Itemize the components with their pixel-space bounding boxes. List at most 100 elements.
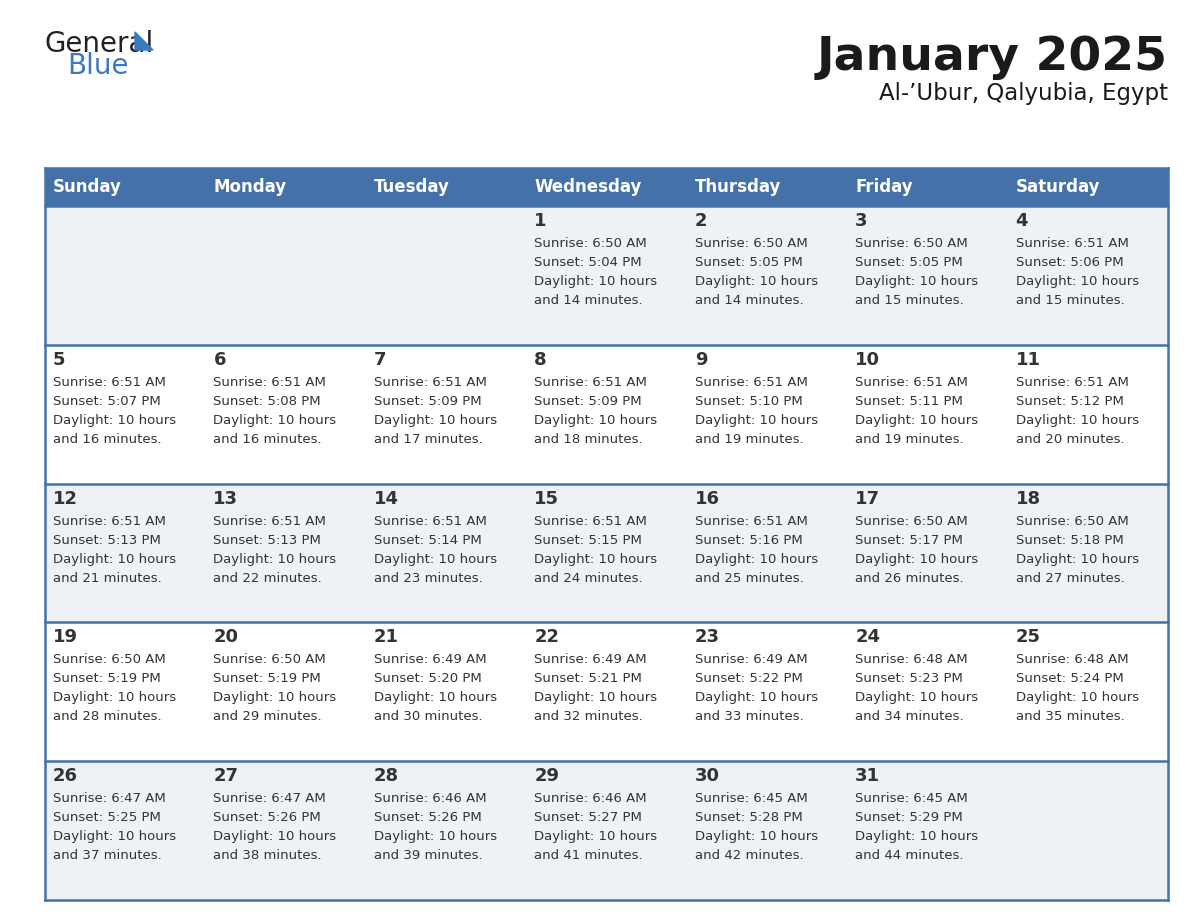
Text: Sunrise: 6:51 AM: Sunrise: 6:51 AM (695, 375, 808, 389)
Text: Daylight: 10 hours: Daylight: 10 hours (1016, 275, 1138, 288)
Text: and 16 minutes.: and 16 minutes. (53, 432, 162, 446)
Text: Sunset: 5:17 PM: Sunset: 5:17 PM (855, 533, 963, 546)
Text: 13: 13 (214, 489, 239, 508)
Bar (526, 168, 687, 206)
Text: Daylight: 10 hours: Daylight: 10 hours (374, 830, 497, 844)
Text: Sunrise: 6:46 AM: Sunrise: 6:46 AM (374, 792, 486, 805)
Bar (687, 206, 847, 345)
Bar (687, 761, 847, 900)
Text: 28: 28 (374, 767, 399, 785)
Text: 21: 21 (374, 629, 399, 646)
Text: Daylight: 10 hours: Daylight: 10 hours (695, 275, 817, 288)
Text: Sunset: 5:06 PM: Sunset: 5:06 PM (1016, 256, 1123, 269)
Text: 25: 25 (1016, 629, 1041, 646)
Text: Sunrise: 6:51 AM: Sunrise: 6:51 AM (1016, 375, 1129, 389)
Text: Sunset: 5:14 PM: Sunset: 5:14 PM (374, 533, 481, 546)
Text: 31: 31 (855, 767, 880, 785)
Bar (45, 761, 206, 900)
Text: and 42 minutes.: and 42 minutes. (695, 849, 803, 862)
Bar (847, 168, 1007, 206)
Text: Sunset: 5:22 PM: Sunset: 5:22 PM (695, 672, 803, 686)
Text: 1: 1 (535, 212, 546, 230)
Bar (45, 345, 206, 484)
Text: 17: 17 (855, 489, 880, 508)
Bar (847, 622, 1007, 761)
Text: Sunrise: 6:50 AM: Sunrise: 6:50 AM (214, 654, 327, 666)
Text: Sunset: 5:11 PM: Sunset: 5:11 PM (855, 395, 963, 408)
Bar (206, 168, 366, 206)
Bar (206, 622, 366, 761)
Bar (1007, 484, 1168, 622)
Text: 4: 4 (1016, 212, 1028, 230)
Text: Daylight: 10 hours: Daylight: 10 hours (1016, 553, 1138, 565)
Text: 29: 29 (535, 767, 560, 785)
Bar (366, 761, 526, 900)
Text: Daylight: 10 hours: Daylight: 10 hours (374, 414, 497, 427)
Text: Sunset: 5:23 PM: Sunset: 5:23 PM (855, 672, 963, 686)
Bar (206, 345, 366, 484)
Text: Sunset: 5:27 PM: Sunset: 5:27 PM (535, 812, 643, 824)
Text: Daylight: 10 hours: Daylight: 10 hours (53, 553, 176, 565)
Text: Sunrise: 6:48 AM: Sunrise: 6:48 AM (855, 654, 968, 666)
Text: Thursday: Thursday (695, 178, 781, 196)
Text: Blue: Blue (67, 52, 128, 80)
Text: Saturday: Saturday (1016, 178, 1100, 196)
Text: Daylight: 10 hours: Daylight: 10 hours (1016, 414, 1138, 427)
Text: and 30 minutes.: and 30 minutes. (374, 711, 482, 723)
Text: Daylight: 10 hours: Daylight: 10 hours (374, 691, 497, 704)
Text: Daylight: 10 hours: Daylight: 10 hours (374, 553, 497, 565)
Text: Daylight: 10 hours: Daylight: 10 hours (535, 830, 657, 844)
Text: Daylight: 10 hours: Daylight: 10 hours (1016, 691, 1138, 704)
Bar (526, 206, 687, 345)
Text: Sunrise: 6:51 AM: Sunrise: 6:51 AM (214, 515, 327, 528)
Text: Daylight: 10 hours: Daylight: 10 hours (53, 414, 176, 427)
Text: Sunrise: 6:51 AM: Sunrise: 6:51 AM (53, 515, 166, 528)
Bar (687, 345, 847, 484)
Text: Daylight: 10 hours: Daylight: 10 hours (855, 414, 978, 427)
Bar (366, 168, 526, 206)
Text: Sunset: 5:09 PM: Sunset: 5:09 PM (535, 395, 642, 408)
Text: Wednesday: Wednesday (535, 178, 642, 196)
Bar (687, 622, 847, 761)
Bar (366, 622, 526, 761)
Text: Sunrise: 6:51 AM: Sunrise: 6:51 AM (855, 375, 968, 389)
Text: Daylight: 10 hours: Daylight: 10 hours (695, 830, 817, 844)
Text: 10: 10 (855, 351, 880, 369)
Text: and 15 minutes.: and 15 minutes. (1016, 294, 1124, 307)
Text: Sunset: 5:20 PM: Sunset: 5:20 PM (374, 672, 481, 686)
Text: Sunrise: 6:49 AM: Sunrise: 6:49 AM (695, 654, 808, 666)
Text: 3: 3 (855, 212, 867, 230)
Text: Sunset: 5:10 PM: Sunset: 5:10 PM (695, 395, 802, 408)
Text: Sunset: 5:12 PM: Sunset: 5:12 PM (1016, 395, 1124, 408)
Text: Sunset: 5:26 PM: Sunset: 5:26 PM (214, 812, 321, 824)
Text: 24: 24 (855, 629, 880, 646)
Polygon shape (135, 32, 153, 50)
Text: Sunrise: 6:48 AM: Sunrise: 6:48 AM (1016, 654, 1129, 666)
Text: and 39 minutes.: and 39 minutes. (374, 849, 482, 862)
Bar (206, 206, 366, 345)
Bar (206, 761, 366, 900)
Text: and 15 minutes.: and 15 minutes. (855, 294, 963, 307)
Text: 11: 11 (1016, 351, 1041, 369)
Bar (1007, 206, 1168, 345)
Text: Sunset: 5:28 PM: Sunset: 5:28 PM (695, 812, 802, 824)
Text: 30: 30 (695, 767, 720, 785)
Text: Daylight: 10 hours: Daylight: 10 hours (535, 553, 657, 565)
Bar (687, 168, 847, 206)
Text: 9: 9 (695, 351, 707, 369)
Bar (847, 484, 1007, 622)
Text: and 22 minutes.: and 22 minutes. (214, 572, 322, 585)
Text: Sunrise: 6:50 AM: Sunrise: 6:50 AM (855, 237, 968, 250)
Text: Sunset: 5:04 PM: Sunset: 5:04 PM (535, 256, 642, 269)
Text: Daylight: 10 hours: Daylight: 10 hours (53, 691, 176, 704)
Bar (1007, 761, 1168, 900)
Text: 7: 7 (374, 351, 386, 369)
Bar (1007, 345, 1168, 484)
Text: Daylight: 10 hours: Daylight: 10 hours (214, 691, 336, 704)
Text: 22: 22 (535, 629, 560, 646)
Text: Daylight: 10 hours: Daylight: 10 hours (535, 414, 657, 427)
Text: Sunset: 5:24 PM: Sunset: 5:24 PM (1016, 672, 1124, 686)
Bar (687, 484, 847, 622)
Text: and 27 minutes.: and 27 minutes. (1016, 572, 1124, 585)
Text: Sunrise: 6:47 AM: Sunrise: 6:47 AM (214, 792, 327, 805)
